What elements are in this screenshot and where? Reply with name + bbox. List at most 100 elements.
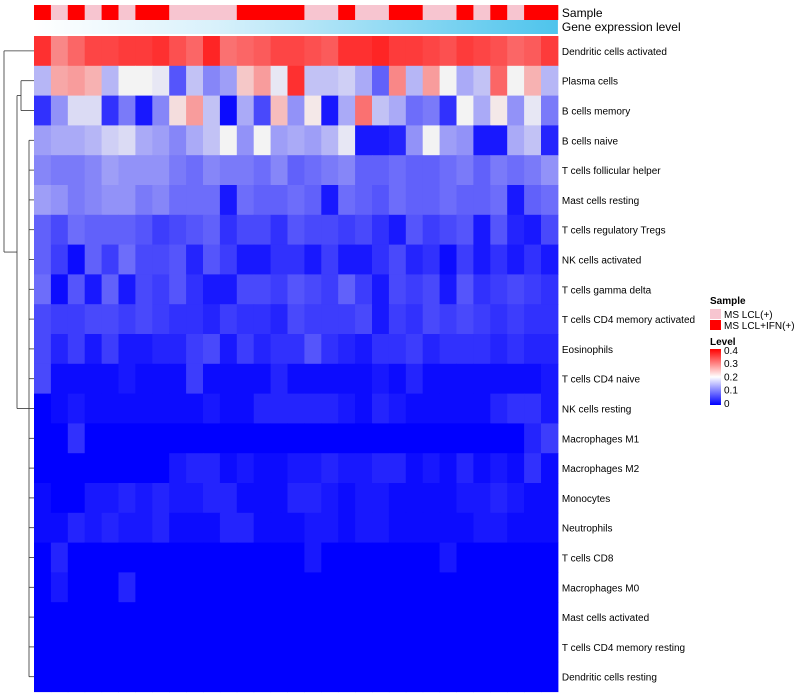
heatmap-cell	[34, 393, 52, 424]
heatmap-cell	[321, 274, 339, 305]
heatmap-cell	[169, 423, 187, 454]
heatmap-cell	[490, 274, 508, 305]
heatmap-cell	[50, 542, 69, 573]
heatmap-cell	[473, 423, 491, 454]
heatmap-cell	[287, 363, 305, 395]
heatmap-cell	[439, 423, 457, 454]
heatmap-cell	[253, 244, 272, 275]
heatmap-cell	[101, 95, 119, 126]
heatmap-cell	[490, 244, 508, 275]
heatmap-cell	[34, 423, 52, 454]
heatmap-cell	[67, 334, 86, 365]
heatmap-cell	[135, 483, 153, 514]
heatmap-cell	[541, 65, 559, 97]
heatmap-cell	[304, 65, 322, 97]
heatmap-cell	[169, 304, 187, 335]
heatmap-cell	[524, 244, 542, 275]
heatmap-cells	[34, 36, 559, 693]
heatmap-cell	[101, 155, 119, 186]
heatmap-cell	[355, 304, 373, 335]
heatmap-cell	[321, 65, 339, 97]
row-label: Neutrophils	[562, 524, 613, 535]
heatmap-cell	[253, 423, 272, 454]
heatmap-cell	[490, 661, 508, 693]
heatmap-cell	[388, 155, 407, 186]
sample-annotation-cell	[338, 5, 356, 20]
heatmap-cell	[388, 36, 407, 67]
heatmap-cell	[524, 185, 542, 216]
heatmap-cell	[473, 125, 491, 156]
heatmap-cell	[473, 661, 491, 693]
heatmap-cell	[439, 304, 457, 335]
sample-annotation-cell	[388, 5, 407, 20]
sample-annotation-cell	[372, 5, 390, 20]
heatmap-cell	[372, 304, 390, 335]
heatmap-cell	[34, 244, 52, 275]
annotation-track-label: Gene expression level	[562, 20, 681, 34]
heatmap-cell	[355, 393, 373, 424]
heatmap-cell	[541, 36, 559, 67]
heatmap-cell	[135, 244, 153, 275]
heatmap-cell	[372, 125, 390, 156]
heatmap-cell	[101, 632, 119, 663]
heatmap-cell	[236, 334, 255, 365]
heatmap-cell	[84, 632, 103, 663]
heatmap-cell	[507, 95, 525, 126]
heatmap-cell	[67, 453, 86, 484]
heatmap-cell	[473, 483, 491, 514]
heatmap-cell	[405, 36, 424, 67]
heatmap-cell	[50, 423, 69, 454]
heatmap-cell	[388, 244, 407, 275]
heatmap-cell	[253, 155, 272, 186]
heatmap-cell	[169, 274, 187, 305]
heatmap-cell	[524, 453, 542, 484]
row-label: Macrophages M0	[562, 583, 640, 594]
row-label: B cells naive	[562, 136, 619, 147]
heatmap-cell	[372, 483, 390, 514]
heatmap-cell	[67, 304, 86, 335]
heatmap-cell	[473, 274, 491, 305]
heatmap-cell	[355, 572, 373, 603]
heatmap-cell	[135, 602, 153, 633]
heatmap-cell	[67, 36, 86, 67]
heatmap-cell	[439, 36, 457, 67]
heatmap-cell	[405, 125, 424, 156]
annotation-tracks	[34, 5, 559, 34]
heatmap-cell	[219, 602, 238, 633]
heatmap-cell	[456, 483, 474, 514]
heatmap-cell	[304, 185, 322, 216]
heatmap-cell	[287, 244, 305, 275]
heatmap-cell	[321, 214, 339, 246]
heatmap-cell	[135, 572, 153, 603]
sample-annotation-cell	[84, 5, 102, 20]
legend-sample-swatch	[710, 320, 721, 330]
heatmap-cell	[84, 572, 103, 603]
heatmap-cell	[405, 334, 424, 365]
heatmap-cell	[304, 274, 322, 305]
heatmap-cell	[388, 304, 407, 335]
heatmap-cell	[473, 334, 491, 365]
heatmap-cell	[253, 602, 272, 633]
heatmap-cell	[101, 363, 119, 395]
heatmap-cell	[84, 244, 103, 275]
heatmap-cell	[253, 274, 272, 305]
heatmap-cell	[186, 453, 204, 484]
heatmap-cell	[422, 185, 441, 216]
heatmap-cell	[118, 65, 136, 97]
heatmap-cell	[338, 214, 356, 246]
heatmap-cell	[473, 304, 491, 335]
heatmap-cell	[186, 274, 204, 305]
heatmap-cell	[236, 483, 255, 514]
heatmap-cell	[253, 393, 272, 424]
heatmap-cell	[287, 453, 305, 484]
heatmap-cell	[422, 304, 441, 335]
heatmap-cell	[321, 334, 339, 365]
heatmap-cell	[439, 65, 457, 97]
heatmap-cell	[372, 363, 390, 395]
heatmap-cell	[152, 393, 170, 424]
heatmap-cell	[152, 632, 170, 663]
heatmap-cell	[50, 36, 69, 67]
heatmap-cell	[405, 65, 424, 97]
heatmap-cell	[304, 423, 322, 454]
heatmap-cell	[270, 274, 288, 305]
